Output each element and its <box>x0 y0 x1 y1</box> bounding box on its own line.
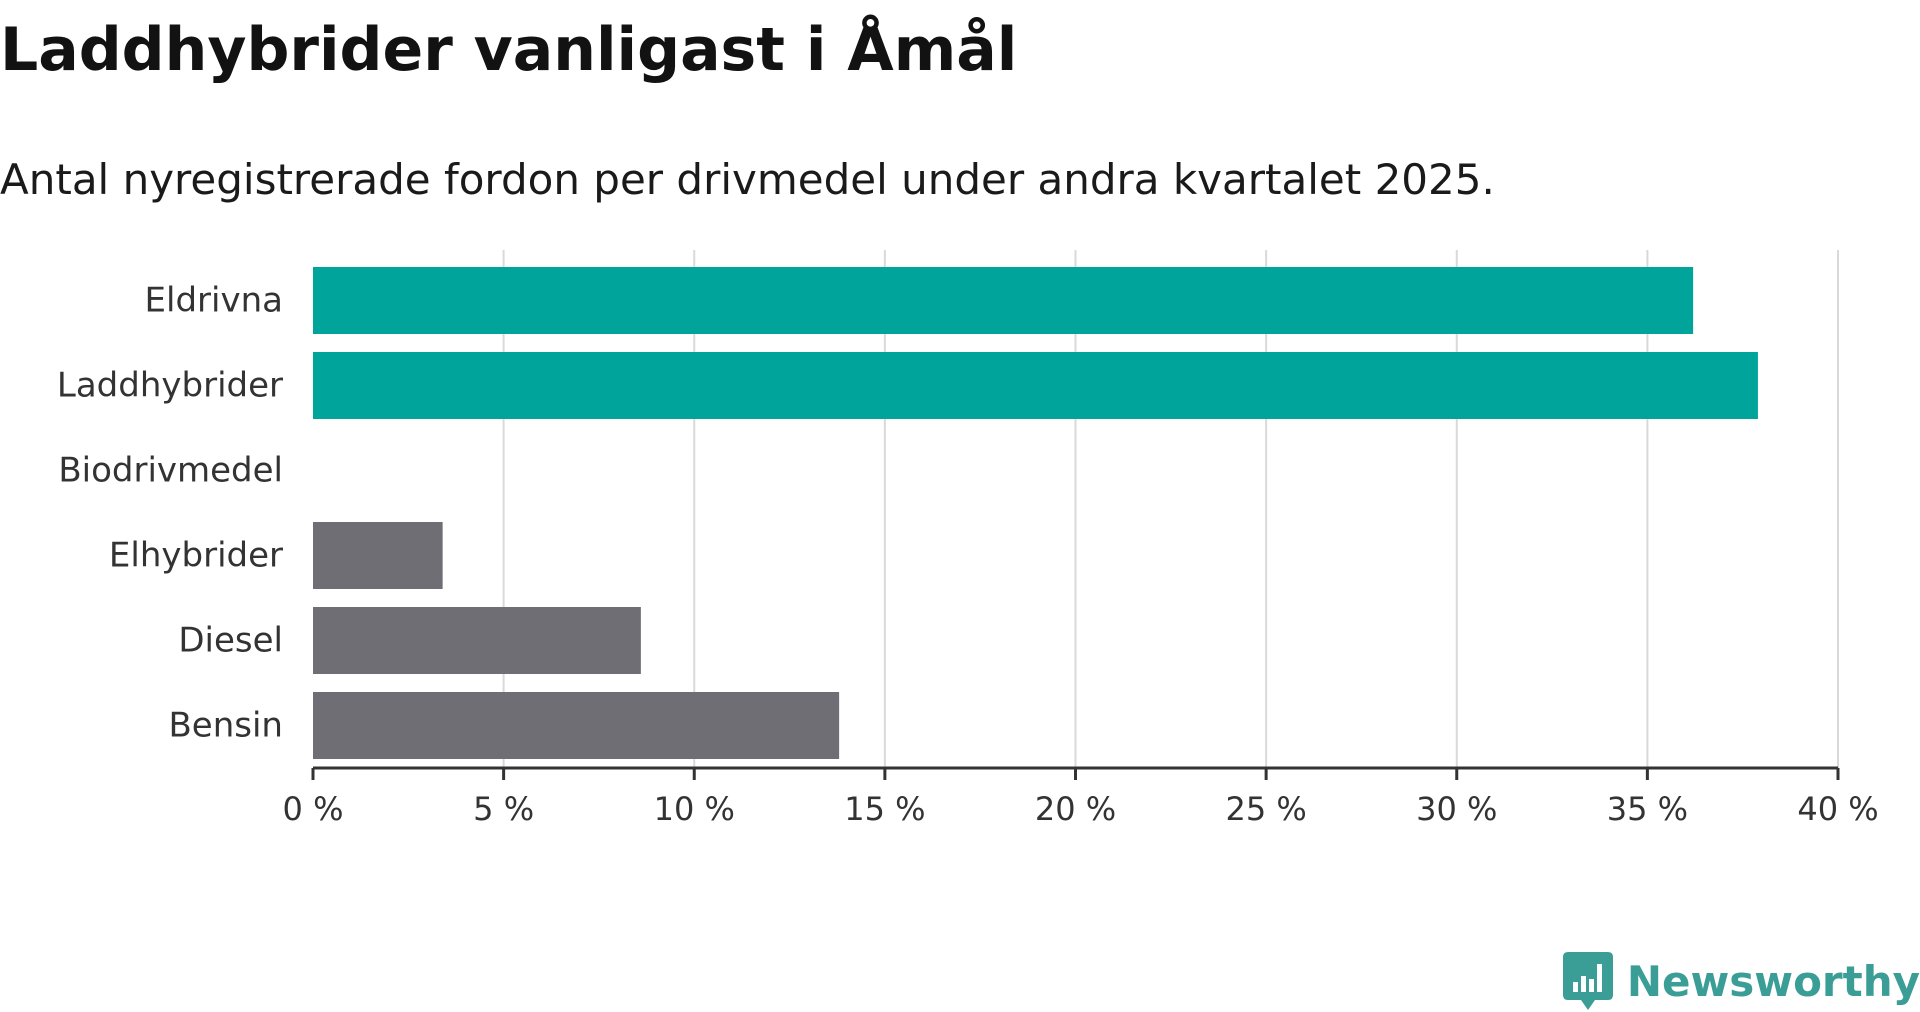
x-tick-label-40: 40 % <box>1797 790 1878 828</box>
category-label-laddhybrider: Laddhybrider <box>57 366 283 406</box>
x-axis: 0 % 5 % 10 % 15 % 20 % 25 % 30 % 35 % 40 % <box>283 766 1879 828</box>
x-tick-label-15: 15 % <box>844 790 925 828</box>
x-tick-label-30: 30 % <box>1416 790 1497 828</box>
category-label-biodrivmedel: Biodrivmedel <box>58 451 283 491</box>
bar-laddhybrider <box>313 352 1758 419</box>
category-label-diesel: Diesel <box>178 621 283 661</box>
bars <box>313 267 1758 759</box>
x-tick-label-10: 10 % <box>654 790 735 828</box>
gridlines <box>502 250 1839 768</box>
bar-elhybrider <box>313 522 443 589</box>
category-label-bensin: Bensin <box>168 706 283 746</box>
x-tick-label-5: 5 % <box>473 790 534 828</box>
newsworthy-logo: Newsworthy <box>1562 952 1920 1012</box>
bar-eldrivna <box>313 267 1694 334</box>
x-tick-label-35: 35 % <box>1607 790 1688 828</box>
x-tick-label-25: 25 % <box>1225 790 1306 828</box>
bar-bensin <box>313 692 840 759</box>
bar-diesel <box>313 607 641 674</box>
x-tick-label-0: 0 % <box>283 790 344 828</box>
newsworthy-logo-icon <box>1562 952 1613 1010</box>
category-label-elhybrider: Elhybrider <box>109 536 283 576</box>
x-tick-label-20: 20 % <box>1035 790 1116 828</box>
category-labels: Eldrivna Laddhybrider Biodrivmedel Elhybrid… <box>57 281 283 746</box>
category-label-eldrivna: Eldrivna <box>145 281 283 321</box>
bar-chart: Eldrivna Laddhybrider Biodrivmedel Elhybrid… <box>57 250 1879 828</box>
chart-title: Laddhybrider vanligast i Åmål <box>0 15 1018 85</box>
chart-subtitle: Antal nyregistrerade fordon per drivmede… <box>0 155 1495 204</box>
logo-text: Newsworthy <box>1626 957 1920 1006</box>
